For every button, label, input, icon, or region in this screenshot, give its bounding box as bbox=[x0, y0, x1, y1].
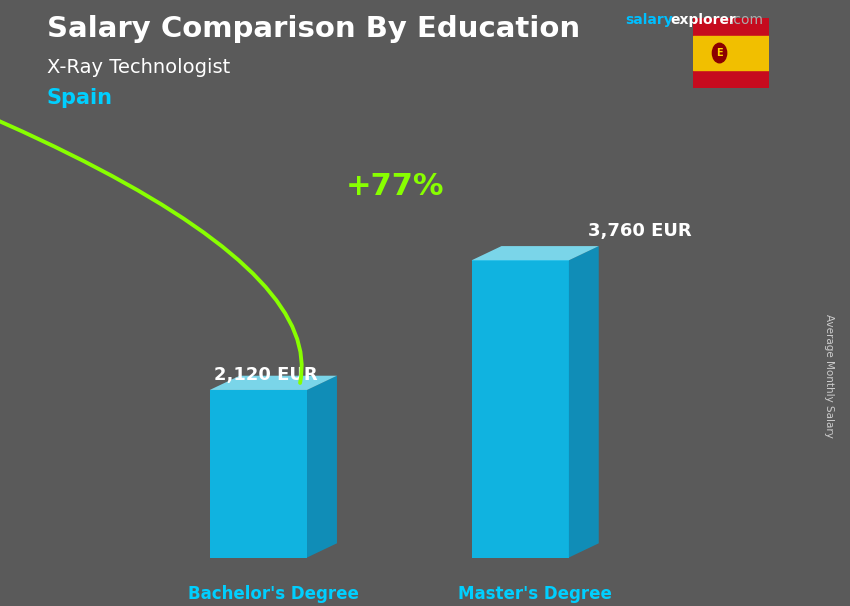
Circle shape bbox=[712, 43, 727, 63]
Text: 2,120 EUR: 2,120 EUR bbox=[214, 365, 318, 384]
Text: X-Ray Technologist: X-Ray Technologist bbox=[47, 58, 230, 76]
Polygon shape bbox=[472, 261, 569, 558]
Text: Average Monthly Salary: Average Monthly Salary bbox=[824, 314, 834, 438]
Polygon shape bbox=[472, 246, 598, 261]
Bar bbox=[693, 18, 769, 36]
Text: Master's Degree: Master's Degree bbox=[458, 585, 612, 603]
Bar bbox=[693, 70, 769, 88]
Polygon shape bbox=[307, 376, 337, 558]
Text: 3,760 EUR: 3,760 EUR bbox=[587, 222, 691, 240]
Text: .com: .com bbox=[729, 13, 763, 27]
Polygon shape bbox=[210, 390, 307, 558]
Text: E: E bbox=[717, 48, 722, 58]
Text: Spain: Spain bbox=[47, 88, 113, 108]
Polygon shape bbox=[569, 246, 598, 558]
Text: explorer: explorer bbox=[671, 13, 736, 27]
Bar bbox=[693, 36, 769, 70]
Text: salary: salary bbox=[625, 13, 672, 27]
Text: +77%: +77% bbox=[345, 172, 444, 201]
Text: Bachelor's Degree: Bachelor's Degree bbox=[188, 585, 359, 603]
Polygon shape bbox=[210, 376, 337, 390]
Text: Salary Comparison By Education: Salary Comparison By Education bbox=[47, 15, 580, 43]
